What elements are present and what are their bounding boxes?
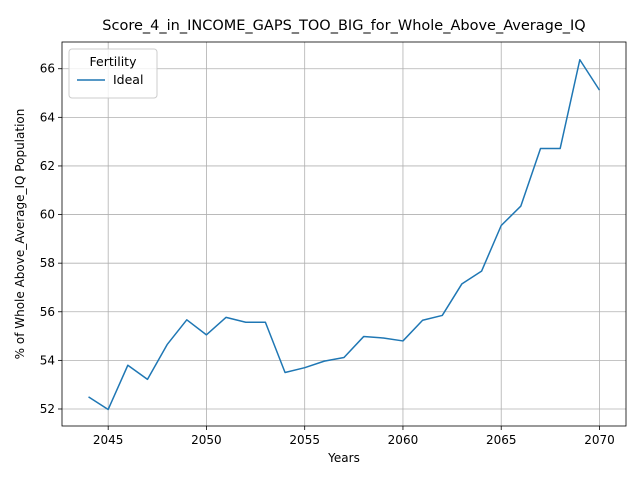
y-axis-ticks: 52 54 56 58 60 62 64 66 <box>40 62 62 416</box>
x-tick-label: 2055 <box>289 433 320 447</box>
y-tick-label: 54 <box>40 353 55 367</box>
series-line-ideal <box>88 58 601 411</box>
series-lines <box>88 58 601 411</box>
y-tick-label: 62 <box>40 159 55 173</box>
x-axis-ticks: 2045 2050 2055 2060 2065 2070 <box>93 426 615 447</box>
y-tick-label: 60 <box>40 208 55 222</box>
x-tick-label: 2070 <box>584 433 615 447</box>
legend-title: Fertility <box>90 54 138 69</box>
x-tick-label: 2065 <box>486 433 517 447</box>
y-tick-label: 66 <box>40 62 55 76</box>
y-tick-label: 56 <box>40 305 55 319</box>
y-axis-label: % of Whole Above_Average_IQ Population <box>13 109 27 360</box>
legend: Fertility Ideal <box>68 48 158 99</box>
legend-items: Ideal <box>77 72 143 87</box>
x-axis-label: Years <box>327 451 360 465</box>
y-tick-label: 58 <box>40 256 55 270</box>
y-tick-label: 64 <box>40 110 55 124</box>
legend-label: Ideal <box>113 72 143 87</box>
y-tick-label: 52 <box>40 402 55 416</box>
grid-lines <box>62 42 626 426</box>
x-tick-label: 2050 <box>191 433 222 447</box>
x-tick-label: 2060 <box>388 433 419 447</box>
legend-box <box>68 48 158 99</box>
chart-title: Score_4_in_INCOME_GAPS_TOO_BIG_for_Whole… <box>102 18 585 34</box>
plot-area-frame <box>61 41 627 427</box>
x-tick-label: 2045 <box>93 433 124 447</box>
